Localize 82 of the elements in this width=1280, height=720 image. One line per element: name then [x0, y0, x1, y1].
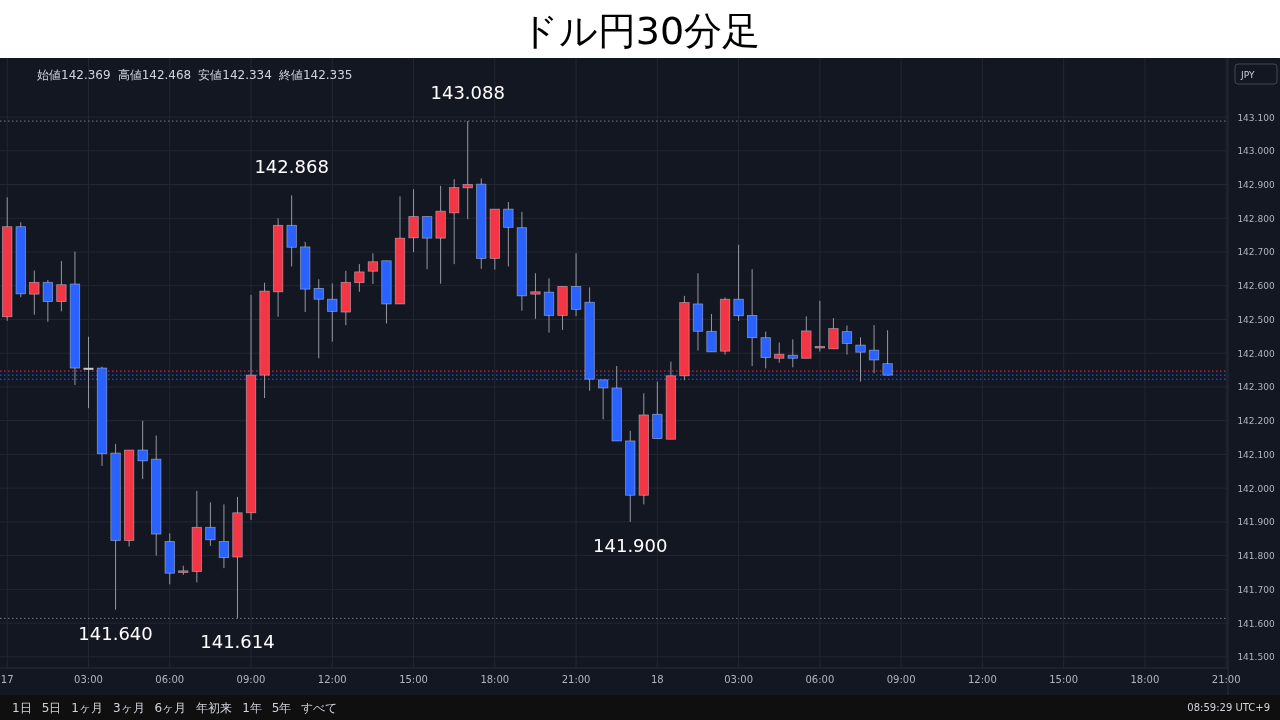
x-tick-label: 06:00: [805, 674, 835, 685]
y-tick-label: 141.600: [1237, 618, 1275, 629]
text: 1ヶ月: [71, 701, 103, 715]
x-tick-label: 09:00: [886, 674, 916, 685]
candlestick: [83, 336, 94, 409]
x-tick-label: 09:00: [236, 674, 266, 685]
annotation: 142.868: [254, 156, 329, 178]
y-tick-label: 142.900: [1237, 180, 1275, 190]
text: すべて: [301, 701, 338, 715]
candlestick: [137, 420, 148, 480]
annotation: 141.900: [593, 534, 668, 556]
candlestick: [706, 313, 717, 353]
y-tick-label: 141.900: [1237, 517, 1275, 528]
candlestick: [286, 194, 297, 267]
candlestick: [421, 216, 433, 270]
y-tick-label: 142.200: [1237, 416, 1275, 427]
x-tick-label: 03:00: [724, 674, 754, 685]
y-tick-label: 143.000: [1237, 146, 1275, 157]
x-tick-label: 12:00: [967, 674, 997, 685]
annotation: 141.640: [78, 622, 153, 644]
candlestick: [543, 277, 555, 334]
x-tick-label: 18: [650, 674, 664, 685]
annotation: 始値142.369: [37, 68, 111, 82]
x-tick-label: 18:00: [1130, 674, 1160, 685]
annotation: 143.088: [430, 82, 505, 104]
candlestick: [56, 260, 67, 312]
text: 1日: [12, 701, 32, 715]
annotation: 141.614: [200, 631, 275, 653]
x-tick-label: 15:00: [1049, 674, 1079, 685]
candlestick: [828, 317, 839, 350]
candlestick: [814, 300, 826, 353]
y-tick-label: 142.500: [1237, 314, 1275, 325]
text: 08:59:29 UTC+9: [1187, 702, 1270, 713]
candlestick: [841, 325, 853, 356]
text: 6ヶ月: [154, 701, 187, 715]
candlestick: [503, 201, 514, 267]
y-tick-label: 141.500: [1237, 652, 1275, 663]
candlestick: [530, 272, 541, 320]
x-tick-label: 21:00: [1211, 674, 1241, 685]
text: 年初来: [196, 701, 233, 715]
y-tick-label: 143.100: [1237, 112, 1275, 123]
candlestick: [29, 270, 40, 316]
candlestick: [42, 279, 53, 323]
y-tick-label: 142.400: [1237, 348, 1275, 359]
candlestick: [774, 341, 785, 364]
candlestick: [218, 503, 230, 569]
x-tick-label: 17: [0, 674, 14, 685]
candlestick: [367, 252, 379, 285]
candlestick: [205, 501, 216, 547]
annotation: 安値142.334: [198, 68, 272, 82]
y-tick-label: 142.300: [1237, 382, 1275, 393]
candlestick: [327, 282, 338, 343]
text: 1年: [242, 701, 262, 715]
x-tick-label: 18:00: [480, 674, 510, 685]
x-tick-label: 12:00: [317, 674, 347, 685]
annotation: 高値142.468: [117, 68, 192, 82]
candlestick: [733, 244, 744, 322]
candlestick: [462, 120, 473, 220]
y-tick-label: 142.000: [1237, 483, 1275, 494]
y-tick-label: 142.100: [1237, 449, 1275, 460]
candlestick: [787, 338, 798, 368]
y-tick-label: 142.800: [1237, 213, 1275, 224]
text: 3ヶ月: [112, 701, 145, 715]
x-tick-label: 03:00: [74, 674, 103, 685]
chart-title: ドル円30分足: [519, 9, 761, 53]
y-tick-label: 142.600: [1237, 281, 1275, 292]
candlestick: [408, 188, 419, 253]
text: 5年: [271, 701, 292, 715]
candlestick: [747, 268, 758, 367]
candlestick: [570, 252, 582, 317]
y-tick-label: 141.700: [1237, 584, 1275, 595]
candlestick: [313, 278, 324, 359]
y-tick-label: 141.800: [1237, 551, 1275, 562]
x-tick-label: 15:00: [399, 674, 428, 685]
y-tick-label: 142.700: [1237, 247, 1275, 258]
text: JPY: [1240, 70, 1255, 80]
annotation: 終値142.335: [277, 68, 353, 82]
text: 5日: [41, 701, 62, 715]
candlestick: [354, 263, 365, 293]
candlestick: [760, 331, 771, 369]
x-tick-label: 06:00: [155, 674, 185, 685]
x-tick-label: 21:00: [561, 674, 591, 685]
